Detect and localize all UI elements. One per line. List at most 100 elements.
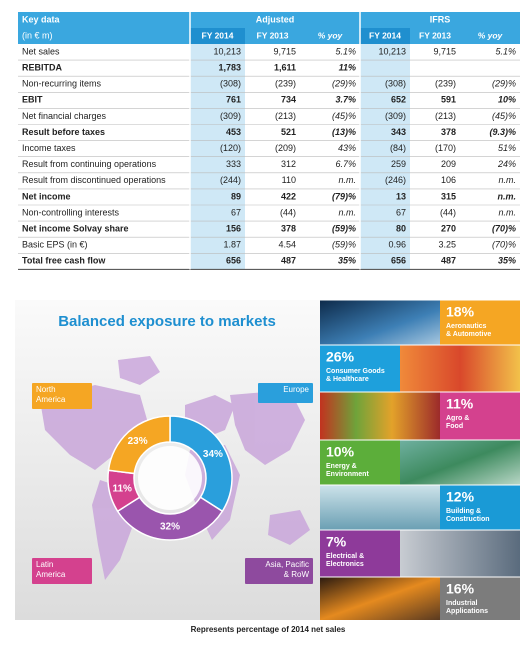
region-label: America — [36, 395, 66, 404]
cell: (70)% — [492, 224, 516, 234]
cell: (45)% — [332, 111, 356, 121]
sector-percent: 18% — [446, 304, 475, 320]
cell: 80 — [396, 224, 406, 234]
cell: (44) — [280, 207, 296, 217]
table: Key data (in € m) Adjusted IFRS FY 2014 FY 20… — [18, 12, 520, 270]
cell: (246) — [385, 175, 406, 185]
cell: (308) — [220, 79, 241, 89]
header-unit: (in € m) — [22, 30, 53, 40]
sector-tile — [320, 440, 400, 485]
header-highlight — [360, 28, 410, 44]
cell: 11% — [339, 63, 356, 73]
sector-name: & Automotive — [446, 331, 491, 338]
sector-name: Applications — [446, 608, 488, 615]
cell: 333 — [226, 159, 241, 169]
sector-photo — [400, 345, 520, 392]
sector-photo — [320, 577, 440, 620]
cell: 5.1% — [495, 46, 516, 56]
cell: (239) — [275, 79, 296, 89]
segment-label: 11% — [112, 483, 132, 494]
donut-segment — [107, 415, 171, 475]
sector-percent: 12% — [446, 489, 475, 505]
header-column: FY 2014 — [202, 30, 234, 40]
caption: Represents percentage of 2014 net sales — [191, 625, 346, 634]
sector-percent: 10% — [326, 444, 355, 460]
cell: 106 — [441, 175, 456, 185]
donut-segment — [169, 415, 233, 513]
cell: 487 — [281, 256, 296, 266]
cell: 35% — [338, 256, 356, 266]
row-label: Net income — [22, 191, 71, 201]
region-box — [32, 383, 92, 409]
cell: (209) — [275, 143, 296, 153]
donut-hole — [138, 446, 202, 510]
cell: 270 — [441, 224, 456, 234]
header-group: Adjusted — [256, 14, 295, 24]
sector-name: Aeronautics — [446, 323, 487, 330]
sector-tile — [440, 485, 520, 530]
row-label: Result before taxes — [22, 127, 105, 137]
cell: (44) — [440, 207, 456, 217]
sector-photo — [320, 485, 440, 530]
cell: 10,213 — [378, 46, 406, 56]
cell: 89 — [231, 191, 241, 201]
cell: (45)% — [492, 111, 516, 121]
sector-name: Agro & — [446, 415, 469, 422]
cell: (213) — [435, 111, 456, 121]
sector-tile — [440, 300, 520, 345]
cell: 521 — [281, 127, 296, 137]
row-label: Result from discontinued operations — [22, 175, 166, 185]
cell: 343 — [391, 127, 406, 137]
cell: 209 — [441, 159, 456, 169]
cell: (309) — [220, 111, 241, 121]
cell: 378 — [441, 127, 456, 137]
cell: 312 — [281, 159, 296, 169]
cell: 3.7% — [335, 95, 356, 105]
cell: 3.25 — [438, 240, 456, 250]
cell: 10,213 — [213, 46, 241, 56]
cell: n.m. — [497, 191, 516, 201]
row-label: REBITDA — [22, 63, 62, 73]
sector-percent: 26% — [326, 349, 355, 365]
cell: 67 — [396, 207, 406, 217]
segment-label: 34% — [203, 449, 223, 460]
header-column: FY 2014 — [369, 30, 401, 40]
sector-name: Energy & — [326, 463, 357, 470]
cell: 761 — [226, 95, 241, 105]
sector-name: Building & — [446, 508, 481, 515]
cell: 9,715 — [433, 46, 456, 56]
cell: 13 — [396, 191, 406, 201]
cell: (239) — [435, 79, 456, 89]
infographic-title: Balanced exposure to markets — [58, 313, 276, 330]
region-box — [245, 558, 313, 584]
region-box — [32, 558, 92, 584]
cell: 10% — [498, 95, 516, 105]
cell: (29)% — [492, 79, 516, 89]
cell: (59)% — [332, 224, 356, 234]
cell: (29)% — [332, 79, 356, 89]
header-key: Key data — [22, 14, 61, 24]
cell: (120) — [220, 143, 241, 153]
cell: (13)% — [332, 127, 356, 137]
cell: (309) — [385, 111, 406, 121]
header-background — [18, 12, 520, 44]
cell: 0.96 — [388, 240, 406, 250]
cell: 315 — [441, 191, 456, 201]
cell: n.m. — [338, 207, 356, 217]
cell: (308) — [385, 79, 406, 89]
row-label: Non-controlling interests — [22, 207, 120, 217]
region-label: Asia, Pacific — [265, 560, 309, 569]
cell: (213) — [275, 111, 296, 121]
sector-photo — [320, 392, 440, 440]
row-label: Non-recurring items — [22, 79, 102, 89]
cell: (9.3)% — [489, 127, 516, 137]
sector-name: Food — [446, 423, 463, 430]
segment-label: 32% — [160, 522, 180, 533]
cell: (170) — [435, 143, 456, 153]
row-label: Net sales — [22, 46, 60, 56]
cell: 259 — [391, 159, 406, 169]
cell: n.m. — [498, 175, 516, 185]
header-column: % yoy — [318, 30, 344, 40]
region-label: Europe — [283, 385, 309, 394]
